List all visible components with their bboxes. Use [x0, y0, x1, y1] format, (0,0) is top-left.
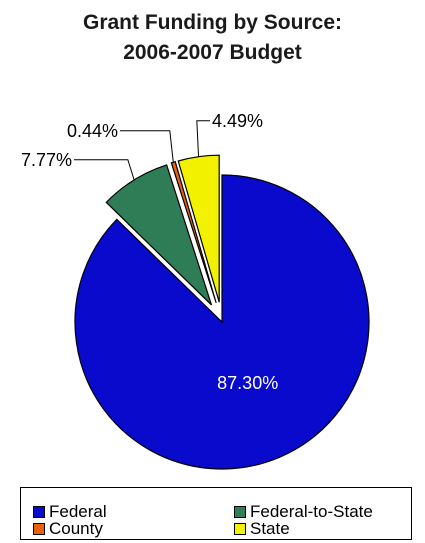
- legend-item-federal: Federal: [33, 503, 107, 521]
- chart-title-line2: 2006-2007 Budget: [123, 41, 302, 64]
- legend-item-federal-to-state: Federal-to-State: [234, 503, 373, 521]
- data-label-state: 4.49%: [212, 111, 263, 131]
- leader-line-county: [120, 130, 174, 163]
- legend-swatch-state: [234, 523, 246, 535]
- data-label-federal-to-state: 7.77%: [21, 150, 72, 170]
- pie-slice-federal: [74, 174, 370, 470]
- legend-swatch-federal-to-state: [234, 506, 246, 518]
- legend-label-federal-to-state: Federal-to-State: [250, 502, 373, 521]
- chart-legend: Federal Federal-to-State County State: [20, 487, 412, 540]
- leader-line-federal-to-state: [74, 159, 135, 181]
- pie-chart: 87.30% 7.77% 0.44% 4.49%: [21, 111, 370, 470]
- data-label-federal: 87.30%: [217, 373, 278, 393]
- legend-swatch-federal: [33, 506, 45, 518]
- legend-label-state: State: [250, 519, 290, 538]
- chart-title: Grant Funding by Source: 2006-2007 Budge…: [0, 8, 425, 68]
- legend-swatch-county: [33, 523, 45, 535]
- legend-label-county: County: [49, 519, 103, 538]
- leader-line-state: [196, 120, 210, 157]
- legend-item-county: County: [33, 520, 103, 538]
- pie-slice-federal-to-state: [105, 164, 213, 306]
- pie-slice-state: [177, 154, 220, 303]
- data-label-county: 0.44%: [67, 121, 118, 141]
- legend-label-federal: Federal: [49, 502, 107, 521]
- legend-item-state: State: [234, 520, 290, 538]
- chart-title-line1: Grant Funding by Source:: [82, 11, 342, 34]
- pie-slice-county: [170, 160, 217, 304]
